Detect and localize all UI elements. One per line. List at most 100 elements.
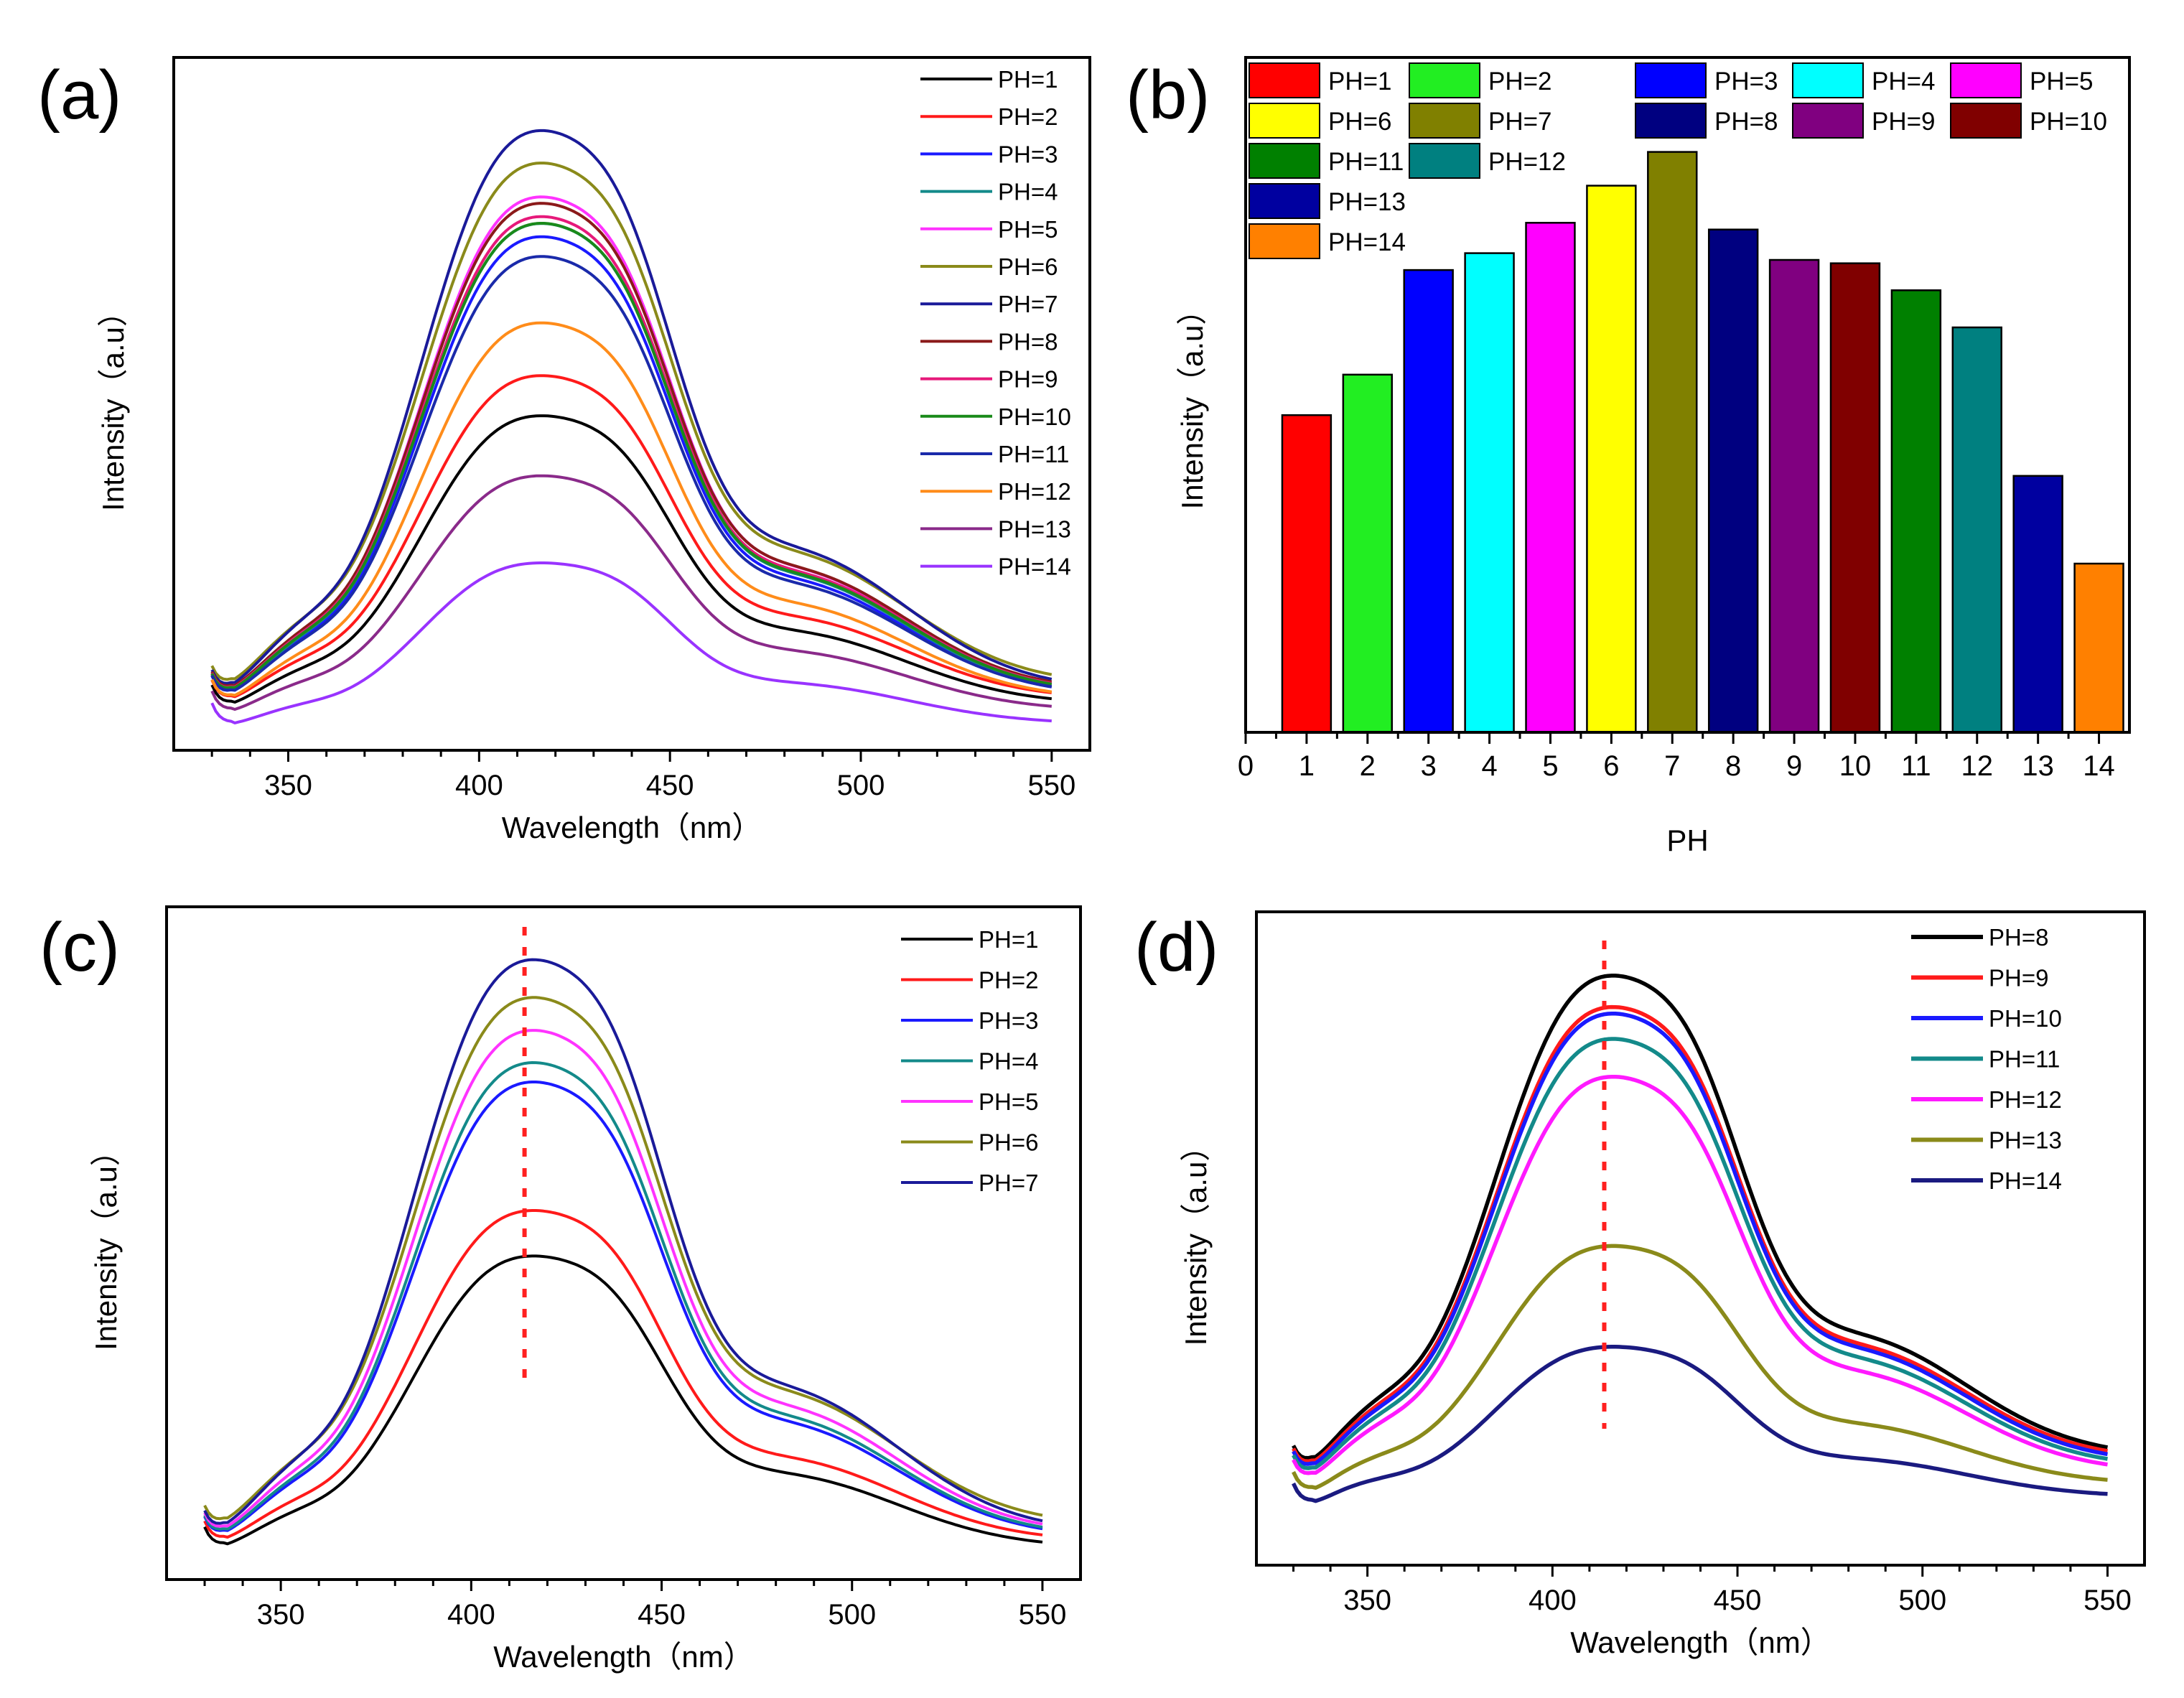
- legend-label-b-9: PH=10: [2030, 108, 2107, 136]
- legend-label-d-0: PH=8: [1989, 924, 2048, 951]
- series-line-d-2: [1292, 1011, 2108, 1466]
- panel-label-a: (a): [37, 57, 121, 134]
- legend-label-b-1: PH=2: [1488, 67, 1552, 95]
- legend-swatch-b-1: [1409, 62, 1480, 98]
- legend-swatch-b-8: [1792, 103, 1864, 139]
- panel-label-b: (b): [1126, 57, 1210, 134]
- series-line-a-6: [210, 129, 1053, 685]
- bar-1: [1281, 414, 1333, 734]
- legend-label-c-4: PH=5: [979, 1088, 1038, 1115]
- legend-swatch-b-0: [1249, 62, 1320, 98]
- panel-a: (a) 350 400 450 500 550 Wavelength（nm） Intensit…: [37, 56, 1091, 844]
- series-line-c-6: [203, 958, 1043, 1525]
- x-tick-label-b: 8: [1725, 750, 1741, 782]
- x-tick-label-a: 550: [1027, 770, 1075, 801]
- bar-6: [1586, 185, 1637, 734]
- x-tick-label-b: 6: [1603, 750, 1619, 782]
- legend-label-d-1: PH=9: [1989, 965, 2048, 992]
- x-tick-label-c: 350: [257, 1599, 305, 1631]
- x-tick-label-b: 1: [1299, 750, 1315, 782]
- series-line-c-2: [203, 1081, 1043, 1532]
- series-line-a-7: [210, 202, 1053, 688]
- legend-c: PH=1 PH=2 PH=3 PH=4 PH=5 PH=6 PH=7: [901, 926, 1038, 1196]
- bar-7: [1647, 151, 1698, 734]
- legend-label-d-5: PH=13: [1989, 1127, 2062, 1154]
- panel-label-d: (d): [1134, 909, 1218, 986]
- x-tick-label-d: 450: [1714, 1585, 1762, 1616]
- series-line-d-3: [1292, 1037, 2108, 1470]
- series-line-c-5: [203, 996, 1043, 1521]
- x-tick-label-b: 3: [1421, 750, 1437, 782]
- legend-label-a-7: PH=8: [998, 328, 1058, 355]
- series-line-a-4: [210, 195, 1053, 690]
- legend-swatch-b-6: [1409, 103, 1480, 139]
- legend-label-a-4: PH=5: [998, 216, 1058, 243]
- series-line-c-1: [203, 1209, 1043, 1539]
- x-axis-label-b: PH: [1666, 824, 1708, 857]
- bar-11: [1890, 289, 1942, 734]
- series-line-c-4: [203, 1029, 1043, 1528]
- x-tick-label-b: 10: [1839, 750, 1872, 782]
- legend-label-b-5: PH=6: [1328, 108, 1392, 136]
- legend-label-b-10: PH=11: [1328, 148, 1404, 176]
- legend-label-b-13: PH=14: [1328, 228, 1406, 256]
- x-tick-label-b: 4: [1481, 750, 1497, 782]
- legend-swatch-b-3: [1792, 62, 1864, 98]
- x-tick-label-d: 400: [1529, 1585, 1577, 1616]
- legend-label-a-3: PH=4: [998, 179, 1058, 205]
- series-line-a-0: [210, 414, 1053, 704]
- legend-label-b-12: PH=13: [1328, 188, 1406, 216]
- legend-swatch-b-12: [1249, 183, 1320, 219]
- legend-label-c-3: PH=4: [979, 1048, 1038, 1075]
- legend-label-d-2: PH=10: [1989, 1005, 2062, 1032]
- x-tick-label-b: 12: [1961, 750, 1994, 782]
- series-line-d-6: [1292, 1345, 2108, 1503]
- bar-5: [1525, 222, 1576, 734]
- legend-swatch-b-2: [1635, 62, 1707, 98]
- x-tick-label-a: 350: [264, 770, 312, 801]
- x-tick-label-c: 500: [828, 1599, 876, 1631]
- legend-label-c-0: PH=1: [979, 926, 1038, 953]
- legend-label-b-11: PH=12: [1488, 148, 1566, 176]
- legend-label-b-3: PH=4: [1872, 67, 1936, 95]
- x-axis-label-c: Wavelength（nm）: [493, 1640, 754, 1674]
- series-line-d-4: [1292, 1074, 2108, 1475]
- x-tick-label-a: 400: [455, 770, 503, 801]
- series-line-a-10: [210, 255, 1053, 692]
- legend-swatch-b-11: [1409, 143, 1480, 179]
- y-axis-label-b: Intensity（a.u）: [1175, 295, 1209, 510]
- bar-2: [1342, 373, 1394, 734]
- x-tick-label-b: 5: [1542, 750, 1558, 782]
- legend-label-b-0: PH=1: [1328, 67, 1392, 95]
- series-line-c-3: [203, 1061, 1043, 1531]
- series-line-d-5: [1292, 1244, 2108, 1490]
- x-tick-label-b: 0: [1238, 750, 1254, 782]
- legend-swatch-b-7: [1635, 103, 1707, 139]
- bar-14: [2073, 562, 2124, 734]
- x-tick-label-d: 500: [1898, 1585, 1946, 1616]
- series-line-c-0: [203, 1254, 1043, 1546]
- legend-label-b-7: PH=8: [1714, 108, 1778, 136]
- legend-swatch-b-5: [1249, 103, 1320, 139]
- legend-label-a-10: PH=11: [998, 441, 1069, 467]
- legend-label-a-0: PH=1: [998, 66, 1058, 93]
- x-tick-label-b: 13: [2022, 750, 2054, 782]
- bar-3: [1403, 269, 1454, 734]
- y-axis-label-a: Intensity（a.u）: [96, 297, 130, 511]
- series-line-a-1: [210, 374, 1053, 699]
- legend-label-a-12: PH=13: [998, 516, 1071, 542]
- legend-label-c-1: PH=2: [979, 967, 1038, 994]
- bar-10: [1829, 262, 1881, 734]
- legend-a: PH=1 PH=2 PH=3 PH=4 PH=5 PH=6 PH=7 PH=8 PH=9 PH=1…: [920, 66, 1071, 580]
- legend-label-d-4: PH=12: [1989, 1086, 2062, 1113]
- series-line-d-0: [1292, 974, 2109, 1460]
- panel-d: (d) 350 400 450 500 550 Wavelength（nm） Intensit…: [1134, 909, 2146, 1659]
- bar-12: [1951, 326, 2002, 734]
- legend-swatch-b-9: [1950, 103, 2022, 139]
- legend-label-c-2: PH=3: [979, 1007, 1038, 1034]
- x-tick-label-c: 450: [638, 1599, 686, 1631]
- x-tick-label-c: 400: [447, 1599, 495, 1631]
- legend-label-a-1: PH=2: [998, 103, 1058, 130]
- panel-c: (c) 350 400 450 500 550 Wavelength（nm） Intensit…: [39, 905, 1082, 1674]
